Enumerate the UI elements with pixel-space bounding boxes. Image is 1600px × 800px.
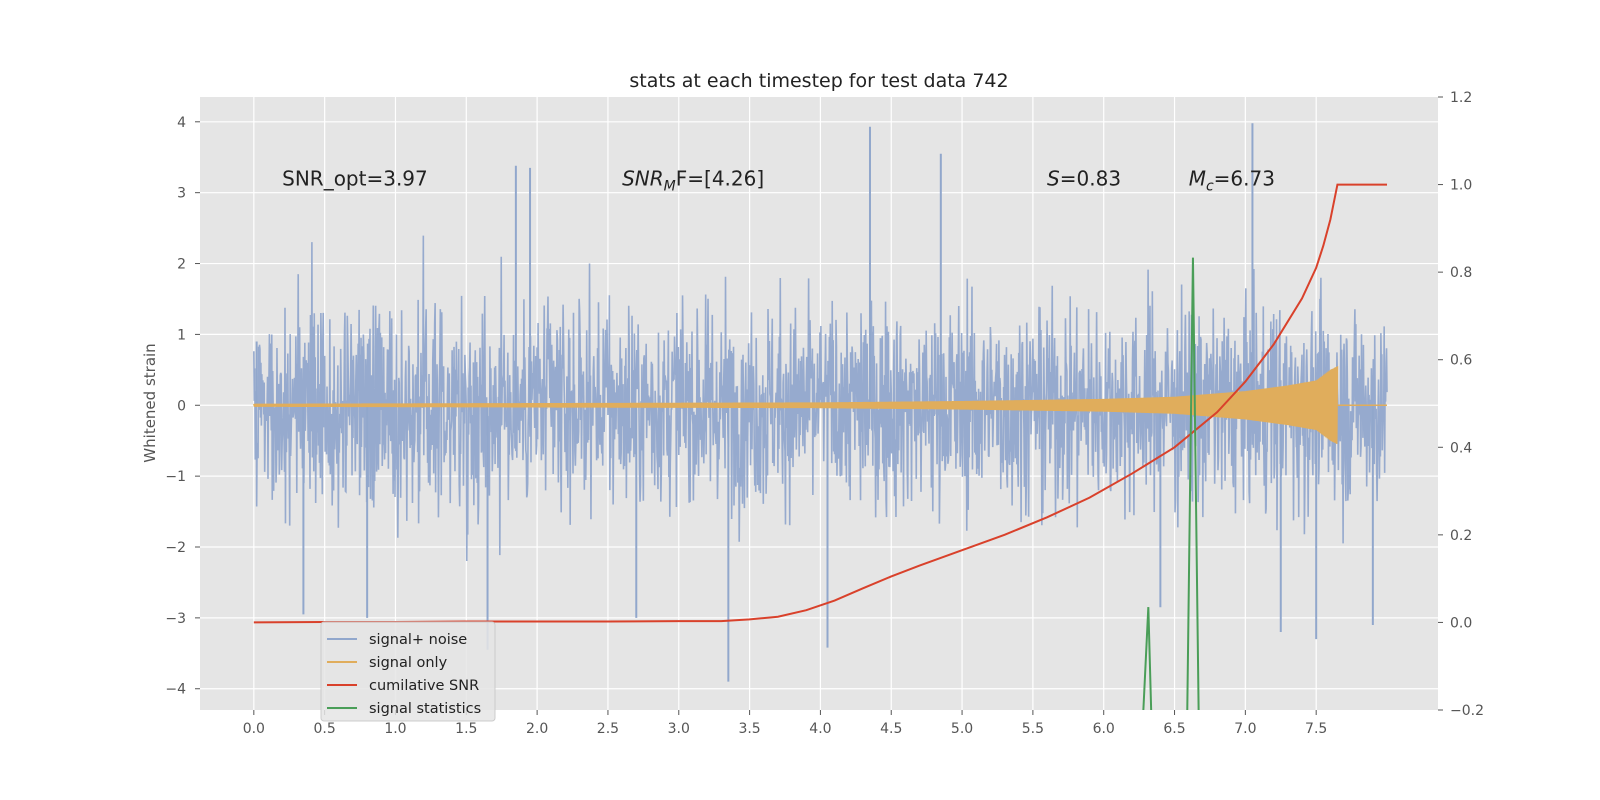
series-signal-statistics [1142,257,1200,711]
x-tick-label: 3.0 [668,721,690,737]
annotation-1: SNRMF=[4.26] [622,166,764,194]
legend-box [320,621,496,722]
x-tick-label: 7.0 [1234,721,1256,737]
annotations: SNR_opt=3.97 SNRMF=[4.26] S=0.83 Mc=6.73 [282,166,1275,194]
x-tick-label: 0.5 [314,721,336,737]
y-tick-label: 1 [177,327,186,343]
y-tick-label: −2 [165,540,186,556]
y-tick-label: 3 [177,186,186,202]
x-tick-label: 5.5 [1022,721,1044,737]
legend-label: signal only [369,655,448,671]
x-tick-label: 2.5 [597,721,619,737]
x-tick-label: 6.5 [1163,721,1185,737]
y2-axis-ticks: 1.2 1.0 0.8 0.6 0.4 0.2 0.0 −0.2 [1438,90,1484,719]
legend: signal+ noise signal only cumilative SNR si… [320,621,496,722]
y-tick-label: 4 [177,115,186,131]
stat-peak [1142,607,1153,711]
x-tick-label: 7.5 [1305,721,1327,737]
x-tick-label: 6.0 [1093,721,1115,737]
legend-label: signal+ noise [369,632,467,648]
y2-tick-label: 0.0 [1450,615,1472,631]
y2-tick-label: 0.4 [1450,440,1472,456]
x-tick-label: 1.5 [455,721,477,737]
y2-tick-label: 0.2 [1450,528,1472,544]
snr-line [253,183,1388,624]
x-tick-label: 4.0 [809,721,831,737]
x-axis-ticks: 0.0 0.5 1.0 1.5 2.0 2.5 3.0 3.5 4.0 4.5 5.0 5.5 6.0 6… [243,710,1327,737]
x-tick-label: 3.5 [738,721,760,737]
y-tick-label: −3 [165,611,186,627]
x-tick-label: 2.0 [526,721,548,737]
y2-tick-label: 0.8 [1450,265,1472,281]
annotation-3: Mc=6.73 [1189,166,1275,194]
y-axis-label: Whitened strain [141,343,159,462]
y-tick-label: 2 [177,257,186,273]
y2-tick-label: −0.2 [1450,703,1484,719]
y-tick-label: −4 [165,682,186,698]
y-tick-label: −1 [165,469,186,485]
x-tick-label: 4.5 [880,721,902,737]
x-tick-label: 5.0 [951,721,973,737]
series-signal-only [253,366,1388,444]
chart-title: stats at each timestep for test data 742 [629,70,1008,92]
y-tick-label: 0 [177,398,186,414]
legend-label: cumilative SNR [369,678,479,694]
y-axis-ticks: 4 3 2 1 0 −1 −2 −3 −4 [165,115,200,698]
annotation-0: SNR_opt=3.97 [282,166,428,190]
y2-tick-label: 1.0 [1450,178,1472,194]
series-cumilative-snr [253,183,1388,624]
annotation-2: S=0.83 [1047,166,1121,190]
x-tick-label: 1.0 [384,721,406,737]
signal-trace [253,366,1339,444]
legend-label: signal statistics [369,701,481,717]
stat-peak [1186,257,1200,711]
y2-tick-label: 1.2 [1450,90,1472,106]
series-signal-noise [253,123,1388,682]
noise-trace [253,235,1388,562]
y2-tick-label: 0.6 [1450,353,1472,369]
x-tick-label: 0.0 [243,721,265,737]
